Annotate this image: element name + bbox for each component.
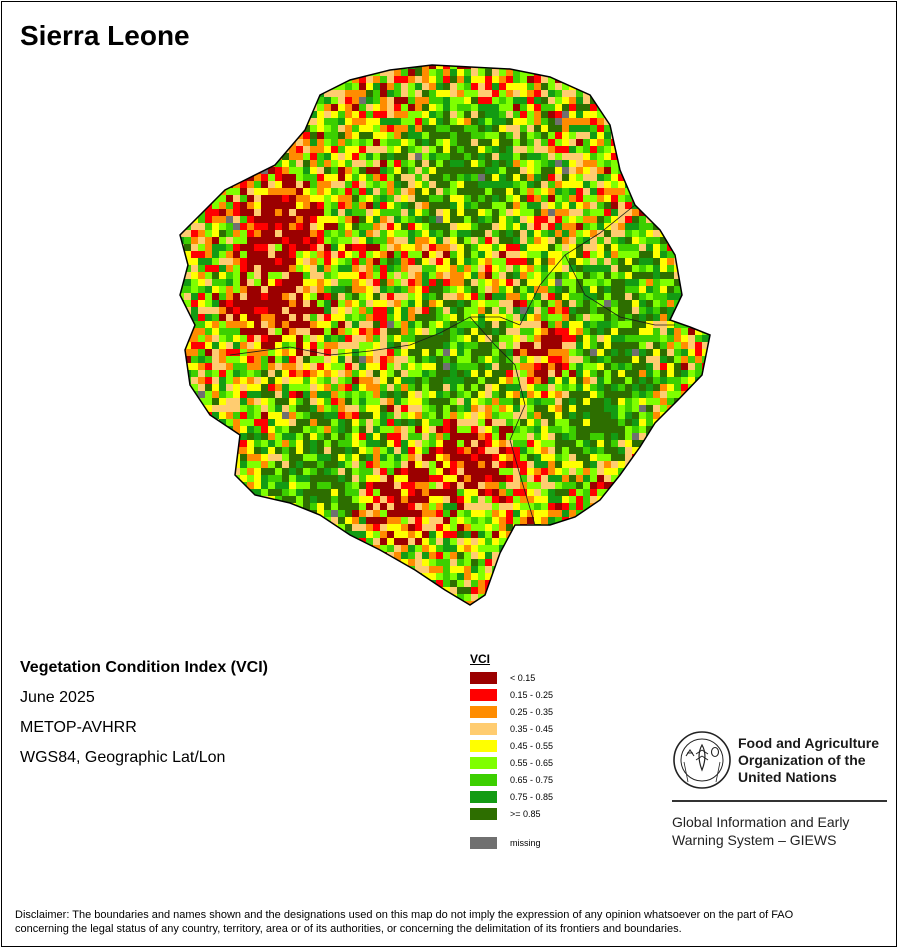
legend-item: 0.25 - 0.35 (470, 703, 553, 720)
disclaimer-line: Disclaimer: The boundaries and names sho… (15, 909, 794, 921)
legend-item: >= 0.85 (470, 805, 553, 822)
disclaimer-line: concerning the legal status of any count… (15, 923, 682, 935)
legend-label: 0.65 - 0.75 (510, 774, 554, 785)
legend-swatch (470, 773, 497, 786)
country-raster (170, 55, 730, 615)
legend-swatch (470, 722, 497, 735)
map-info: Vegetation Condition Index (VCI) June 20… (20, 658, 268, 778)
map-title: Sierra Leone (20, 20, 190, 51)
legend-swatch (470, 739, 497, 752)
legend-swatch (470, 807, 497, 820)
legend-item: 0.15 - 0.25 (470, 686, 553, 703)
legend-swatch (470, 756, 497, 769)
legend-label: 0.15 - 0.25 (510, 689, 554, 700)
date-label: June 2025 (20, 689, 95, 706)
sensor-label: METOP-AVHRR (20, 719, 137, 736)
projection-label: WGS84, Geographic Lat/Lon (20, 749, 226, 766)
index-heading: Vegetation Condition Index (VCI) (20, 659, 268, 676)
giews-line: Warning System – GIEWS (672, 832, 837, 848)
legend-item: < 0.15 (470, 669, 553, 686)
legend-label: 0.25 - 0.35 (510, 706, 554, 717)
legend-swatch (470, 688, 497, 701)
giews-label: Global Information and Early Warning Sys… (672, 813, 849, 849)
legend-item: 0.45 - 0.55 (470, 737, 553, 754)
legend-item: 0.75 - 0.85 (470, 788, 553, 805)
fao-logo (673, 731, 731, 789)
legend-label: 0.55 - 0.65 (510, 757, 554, 768)
legend-label: missing (510, 837, 541, 848)
fao-name-line: Food and Agriculture (738, 735, 880, 751)
fao-name-line: Organization of the (738, 752, 866, 768)
disclaimer: Disclaimer: The boundaries and names sho… (15, 908, 885, 936)
legend-item: 0.35 - 0.45 (470, 720, 553, 737)
legend-item: 0.55 - 0.65 (470, 754, 553, 771)
legend-item: 0.65 - 0.75 (470, 771, 553, 788)
legend-label: < 0.15 (510, 672, 536, 683)
legend-swatch (470, 671, 497, 684)
legend-item-missing: missing (470, 834, 553, 851)
legend-label: >= 0.85 (510, 808, 541, 819)
legend-swatch (470, 836, 497, 849)
fao-name-line: United Nations (738, 769, 837, 785)
legend-label: 0.35 - 0.45 (510, 723, 554, 734)
vci-map (170, 55, 730, 615)
giews-line: Global Information and Early (672, 814, 850, 830)
legend-label: 0.45 - 0.55 (510, 740, 554, 751)
legend-title: VCI (470, 652, 491, 666)
logo-divider (672, 800, 887, 802)
legend: VCI < 0.15 0.15 - 0.25 0.25 - 0.35 0.35 - 0… (470, 652, 553, 851)
legend-label: 0.75 - 0.85 (510, 791, 554, 802)
fao-name: Food and Agriculture Organization of the… (738, 735, 879, 786)
legend-swatch (470, 705, 497, 718)
legend-swatch (470, 790, 497, 803)
district-boundary (229, 316, 521, 356)
district-boundary (469, 316, 536, 526)
district-boundary (564, 254, 675, 326)
legend-rows: < 0.15 0.15 - 0.25 0.25 - 0.35 0.35 - 0.45 0… (470, 669, 553, 822)
